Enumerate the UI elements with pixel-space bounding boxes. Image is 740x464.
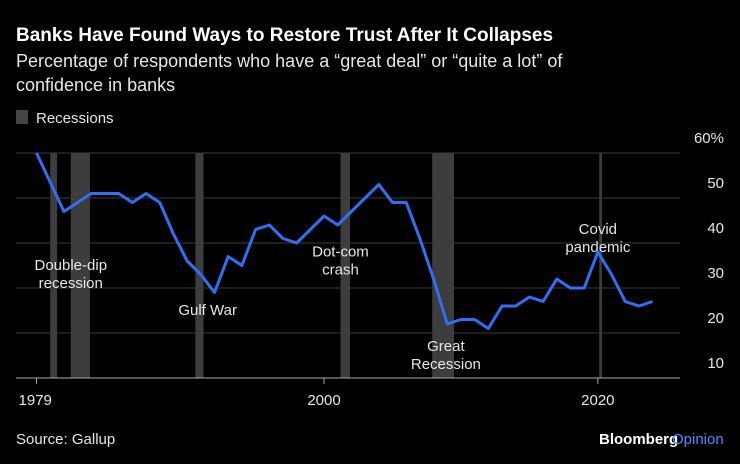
recession-band [50, 153, 58, 378]
y-tick-label: 40 [707, 220, 724, 237]
annotation: Covid [579, 221, 617, 238]
chart-title: Banks Have Found Ways to Restore Trust A… [16, 25, 553, 46]
y-tick-label: 30 [707, 265, 724, 282]
y-tick-label: 50 [707, 175, 724, 192]
recession-band [70, 153, 90, 378]
recession-band [432, 153, 455, 378]
legend-label: Recessions [36, 110, 114, 127]
annotation: Double-dip [34, 257, 107, 274]
subtitle: confidence in banks [16, 75, 175, 95]
x-tick-label: 1979 [19, 392, 52, 409]
annotation: crash [322, 262, 359, 279]
subtitle: Percentage of respondents who have a “gr… [16, 51, 563, 71]
y-tick-label: 20 [707, 310, 724, 327]
annotation: pandemic [565, 239, 631, 256]
source: Source: Gallup [16, 431, 115, 448]
recession-band [599, 153, 602, 378]
annotation: recession [39, 275, 103, 292]
recession-band [340, 153, 351, 378]
annotation: Great [427, 338, 465, 355]
y-tick-label: 60% [694, 130, 724, 147]
brand: Opinion [672, 431, 724, 448]
legend-swatch [16, 110, 28, 124]
data-line [35, 152, 654, 330]
recession-band [195, 153, 204, 378]
x-tick-label: 2020 [581, 392, 614, 409]
brand: Bloomberg [599, 431, 678, 448]
annotation: Gulf War [178, 302, 237, 319]
y-tick-label: 10 [707, 355, 724, 372]
annotation: Recession [411, 356, 481, 373]
x-tick-label: 2000 [307, 392, 340, 409]
annotation: Dot-com [312, 244, 369, 261]
